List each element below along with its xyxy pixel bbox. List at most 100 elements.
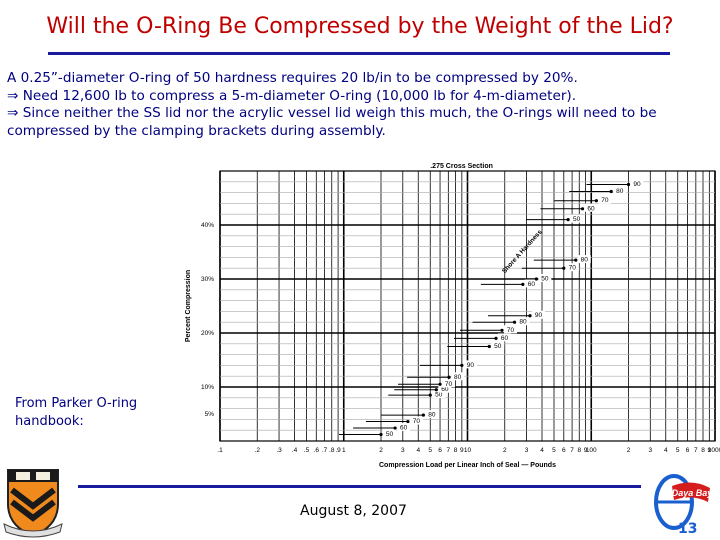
x-tick-label: 8 bbox=[577, 447, 581, 454]
bullet-list: A 0.25”-diameter O-ring of 50 hardness r… bbox=[7, 70, 707, 140]
x-tick-label: 2 bbox=[379, 447, 383, 454]
point-label-bg bbox=[565, 263, 579, 272]
point-label: 50 bbox=[494, 343, 502, 350]
title-divider bbox=[48, 52, 670, 55]
data-point bbox=[500, 328, 504, 332]
point-label: 70 bbox=[507, 327, 515, 334]
point-label: 70 bbox=[445, 381, 453, 388]
data-point bbox=[521, 282, 525, 286]
point-label: 60 bbox=[501, 335, 509, 342]
daya-bay-logo-icon: Daya Bay bbox=[654, 474, 714, 530]
x-tick-label: 6 bbox=[562, 447, 566, 454]
x-tick-label: 7 bbox=[570, 447, 574, 454]
x-tick-label: 3 bbox=[525, 447, 529, 454]
point-label: 80 bbox=[519, 319, 527, 326]
point-label: 80 bbox=[454, 374, 462, 381]
footer-divider bbox=[78, 485, 641, 488]
point-label-bg bbox=[442, 379, 456, 388]
point-label-bg bbox=[451, 372, 465, 381]
point-label-bg bbox=[532, 310, 546, 319]
x-tick-label: .3 bbox=[276, 447, 282, 454]
point-label-bg bbox=[463, 360, 477, 369]
data-point bbox=[434, 388, 438, 392]
x-tick-label: .8 bbox=[329, 447, 335, 454]
data-point bbox=[528, 314, 532, 318]
point-label-bg bbox=[584, 203, 598, 212]
point-label-bg bbox=[524, 279, 538, 288]
x-tick-label: 4 bbox=[664, 447, 668, 454]
x-tick-label: 7 bbox=[447, 447, 451, 454]
data-point bbox=[609, 189, 613, 194]
bullet-3: ⇒ Since neither the SS lid nor the acryl… bbox=[7, 105, 657, 139]
point-label-bg bbox=[409, 416, 423, 425]
point-label-bg bbox=[630, 179, 644, 188]
bullet-2: ⇒ Need 12,600 lb to compress a 5-m-diame… bbox=[7, 87, 577, 104]
data-point bbox=[406, 419, 410, 424]
x-tick-label: 7 bbox=[694, 447, 698, 454]
data-point bbox=[574, 258, 578, 262]
data-point bbox=[594, 199, 598, 203]
y-tick-label: 30% bbox=[201, 276, 214, 283]
data-point bbox=[566, 218, 570, 222]
x-tick-label: 8 bbox=[454, 447, 458, 454]
point-label-bg bbox=[425, 410, 439, 419]
x-tick-label: 4 bbox=[540, 447, 544, 454]
point-label-bg bbox=[538, 274, 552, 282]
x-tick-label: .9 bbox=[335, 447, 341, 454]
y-tick-label: 10% bbox=[201, 384, 214, 391]
chart-title: .275 Cross Section bbox=[430, 163, 493, 170]
point-label-bg bbox=[570, 214, 584, 223]
point-label: 90 bbox=[535, 312, 543, 319]
data-point bbox=[379, 432, 383, 437]
point-label-bg bbox=[432, 390, 446, 399]
point-label: 50 bbox=[541, 276, 549, 283]
page-number: 13 bbox=[678, 521, 698, 537]
point-label: 70 bbox=[569, 265, 577, 272]
x-tick-label: .7 bbox=[322, 447, 328, 454]
x-tick-label: 9 bbox=[584, 447, 588, 454]
logo-text: Daya Bay bbox=[672, 488, 714, 498]
point-label: 70 bbox=[601, 197, 609, 204]
point-label-bg bbox=[491, 341, 505, 350]
data-point bbox=[494, 336, 498, 340]
x-tick-label: 9 bbox=[460, 447, 464, 454]
point-label-bg bbox=[503, 325, 517, 334]
point-label: 60 bbox=[528, 281, 536, 288]
point-label-bg bbox=[613, 186, 627, 195]
x-tick-label: .4 bbox=[292, 447, 298, 454]
x-tick-label: 5 bbox=[552, 447, 556, 454]
compression-chart: .1.2.3.4.5.6.7.8.9 1 2 3 4 5 6 7 8 9 10 2 3 4 5 6 7 8 9 100… bbox=[180, 155, 720, 475]
data-point bbox=[447, 375, 451, 379]
point-label: 90 bbox=[467, 362, 475, 369]
point-label-bg bbox=[438, 384, 452, 393]
x-tick-label: 6 bbox=[438, 447, 442, 454]
y-tick-label: 40% bbox=[201, 222, 214, 229]
source-note: From Parker O-ring handbook: bbox=[8, 392, 177, 444]
data-point bbox=[562, 266, 566, 270]
bullet-1: A 0.25”-diameter O-ring of 50 hardness r… bbox=[7, 70, 578, 86]
princeton-shield-icon bbox=[3, 469, 63, 538]
x-tick-label: 9 bbox=[708, 447, 712, 454]
data-point bbox=[393, 426, 397, 430]
point-label: 50 bbox=[386, 431, 394, 438]
x-tick-label: 6 bbox=[686, 447, 690, 454]
data-point bbox=[626, 182, 631, 187]
slide-title: Will the O-Ring Be Compressed by the Wei… bbox=[46, 14, 674, 39]
data-point bbox=[580, 207, 585, 211]
point-label: 60 bbox=[441, 386, 449, 393]
point-label: 60 bbox=[400, 425, 408, 432]
point-label: 50 bbox=[435, 392, 443, 399]
point-label-bg bbox=[498, 333, 512, 342]
point-label-bg bbox=[598, 195, 612, 204]
x-tick-label: 4 bbox=[416, 447, 420, 454]
point-label-bg bbox=[577, 255, 591, 264]
point-label: 80 bbox=[581, 257, 589, 264]
y-axis-label: Percent Compression bbox=[185, 270, 192, 342]
x-tick-label: 5 bbox=[428, 447, 432, 454]
data-point bbox=[428, 393, 432, 397]
point-label-bg bbox=[383, 429, 397, 438]
x-tick-label: 2 bbox=[627, 447, 631, 454]
data-point bbox=[438, 382, 442, 386]
point-label-bg bbox=[397, 423, 411, 432]
y-tick-label: 20% bbox=[201, 330, 214, 337]
